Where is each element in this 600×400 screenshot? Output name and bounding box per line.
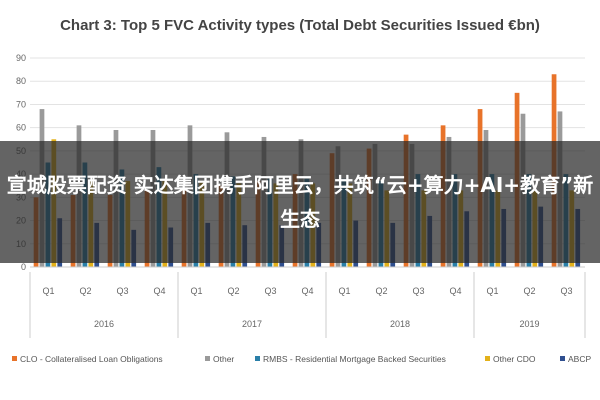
y-tick-label: 90	[16, 53, 26, 63]
y-tick-label: 80	[16, 76, 26, 86]
x-tick-label: Q3	[264, 286, 276, 296]
legend-label: ABCP	[568, 354, 591, 364]
legend-swatch	[205, 356, 210, 361]
x-tick-label: Q3	[116, 286, 128, 296]
y-tick-label: 0	[21, 262, 26, 272]
x-tick-label: Q2	[227, 286, 239, 296]
x-tick-label: Q3	[412, 286, 424, 296]
caption-banner: 宣城股票配资 实达集团携手阿里云，共筑“云+算力+AI+教育”新生态	[0, 141, 600, 263]
legend-swatch	[560, 356, 565, 361]
year-label: 2016	[94, 319, 114, 329]
year-label: 2018	[390, 319, 410, 329]
x-tick-label: Q4	[301, 286, 313, 296]
y-tick-label: 60	[16, 123, 26, 133]
x-tick-label: Q1	[486, 286, 498, 296]
x-tick-label: Q4	[449, 286, 461, 296]
year-label: 2019	[519, 319, 539, 329]
x-tick-label: Q1	[190, 286, 202, 296]
x-tick-label: Q3	[560, 286, 572, 296]
x-axis: Q1 Q2 Q3 Q4 Q1 Q2 Q3 Q4 Q1 Q2 Q3 Q4 Q1 Q2 Q3 2016 2017 20…	[29, 266, 586, 338]
caption-text: 宣城股票配资 实达集团携手阿里云，共筑“云+算力+AI+教育”新生态	[6, 173, 594, 231]
x-tick-label: Q4	[153, 286, 165, 296]
year-label: 2017	[242, 319, 262, 329]
legend-label: RMBS - Residential Mortgage Backed Secur…	[263, 354, 446, 364]
legend-label: Other CDO	[493, 354, 536, 364]
x-tick-label: Q1	[42, 286, 54, 296]
legend-swatch	[12, 356, 17, 361]
legend-swatch	[485, 356, 490, 361]
x-tick-label: Q1	[338, 286, 350, 296]
x-tick-label: Q2	[79, 286, 91, 296]
legend-label: CLO - Collateralised Loan Obligations	[20, 354, 163, 364]
y-tick-label: 70	[16, 99, 26, 109]
legend-swatch	[255, 356, 260, 361]
legend-label: Other	[213, 354, 234, 364]
chart-title: Chart 3: Top 5 FVC Activity types (Total…	[60, 17, 540, 34]
x-tick-label: Q2	[375, 286, 387, 296]
legend: CLO - Collateralised Loan Obligations Oth…	[12, 354, 591, 364]
x-tick-label: Q2	[523, 286, 535, 296]
